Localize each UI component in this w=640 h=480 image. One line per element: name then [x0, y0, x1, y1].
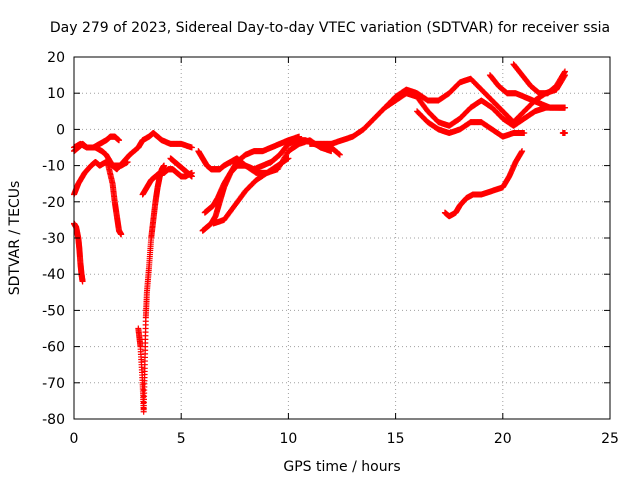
series-s8: [167, 155, 195, 180]
x-axis-label: GPS time / hours: [283, 459, 400, 475]
series-s17: [486, 72, 568, 111]
y-tick-label: -80: [42, 412, 65, 428]
series-s5: [71, 220, 86, 285]
data-point-marker: [118, 231, 125, 238]
data-point-marker: [561, 68, 568, 75]
data-point-marker: [521, 130, 528, 137]
y-tick-label: -70: [42, 376, 65, 392]
x-tick-label: 10: [279, 431, 297, 447]
y-axis-label: SDTVAR / TECUs: [7, 181, 23, 296]
data-point-marker: [116, 137, 123, 144]
series-s14: [381, 90, 568, 129]
data-point-marker: [285, 155, 292, 162]
x-tick-label: 25: [601, 431, 619, 447]
series-s4: [71, 133, 123, 155]
data-point-marker: [161, 162, 168, 169]
data-point-marker: [519, 148, 526, 155]
series-s11: [201, 133, 303, 216]
y-tick-label: -20: [42, 195, 65, 211]
data-point-marker: [561, 104, 568, 111]
series-s18: [510, 61, 568, 97]
y-tick-label: -60: [42, 340, 65, 356]
series-s19: [559, 130, 568, 137]
series-s6: [135, 162, 168, 415]
y-tick-label: 0: [56, 122, 65, 138]
y-tick-label: -50: [42, 303, 65, 319]
data-point-marker: [188, 144, 195, 151]
series-s3: [105, 162, 125, 238]
x-tick-label: 5: [177, 431, 186, 447]
grid: [74, 57, 610, 419]
data-point-marker: [561, 69, 568, 76]
data-point-marker: [124, 158, 131, 165]
data-point-marker: [336, 151, 343, 158]
y-tick-label: -40: [42, 267, 65, 283]
x-tick-label: 15: [387, 431, 405, 447]
x-tick-label: 20: [494, 431, 512, 447]
series-s12: [210, 155, 292, 227]
y-tick-label: -10: [42, 159, 65, 175]
x-tick-label: 0: [70, 431, 79, 447]
chart-title: Day 279 of 2023, Sidereal Day-to-day VTE…: [50, 20, 610, 36]
data-point-marker: [188, 173, 195, 180]
data-point-marker: [79, 278, 86, 285]
series-s15: [414, 108, 528, 140]
axes: 0 5 10 15 20 25 -80 -70 -60 -50 -40 -30 -20 -10 0 10 20: [42, 50, 619, 447]
data-point-marker: [296, 133, 303, 140]
y-tick-label: 10: [47, 86, 65, 102]
y-tick-label: -30: [42, 231, 65, 247]
plot-area: [71, 61, 568, 415]
series-s2: [71, 158, 131, 198]
data-point-marker: [561, 130, 568, 137]
y-tick-label: 20: [47, 50, 65, 66]
series-s16: [441, 148, 526, 220]
